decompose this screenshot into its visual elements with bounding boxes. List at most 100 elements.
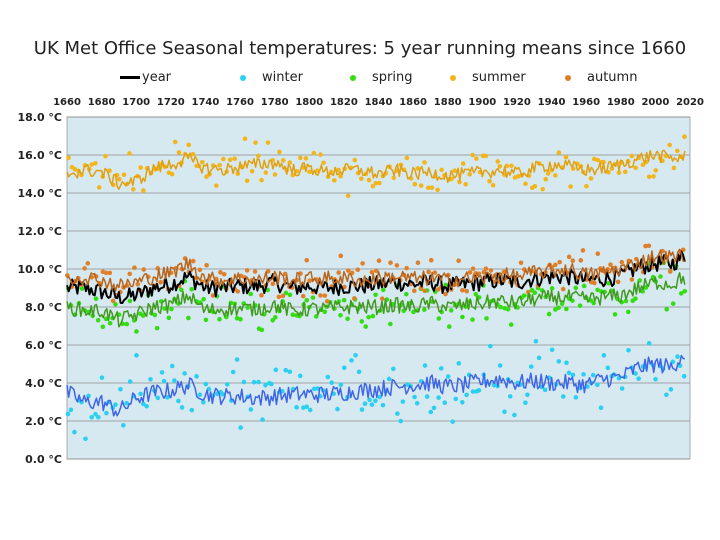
autumn-point: [608, 262, 613, 267]
winter-point: [422, 363, 428, 368]
spring-point: [606, 280, 611, 286]
winter-point: [362, 401, 368, 406]
y-tick-label: 4.0 °C: [25, 377, 62, 390]
chart-legend: year winter spring summer autumn: [120, 70, 700, 90]
autumn-point: [443, 291, 448, 297]
autumn-point: [204, 262, 209, 268]
winter-point: [287, 369, 293, 375]
autumn-point: [619, 259, 625, 265]
summer-point: [321, 160, 326, 166]
autumn-point: [280, 293, 286, 299]
autumn-point: [355, 267, 361, 273]
year-line: [66, 250, 686, 304]
winter-point: [556, 359, 562, 364]
summer-point: [373, 180, 379, 186]
summer-point: [497, 163, 503, 169]
winter-point: [445, 374, 451, 379]
autumn-point: [276, 294, 282, 300]
spring-point: [189, 286, 194, 292]
summer-point: [253, 140, 258, 145]
summer-point: [463, 181, 469, 187]
summer-point: [227, 157, 233, 162]
autumn-point: [415, 260, 421, 266]
summer-point: [186, 142, 192, 148]
spring-point: [595, 287, 600, 293]
autumn-point: [158, 279, 163, 285]
winter-point: [570, 372, 576, 378]
spring-point: [245, 305, 250, 310]
summer-point: [141, 188, 146, 193]
winter-point: [118, 386, 123, 392]
summer-point: [66, 155, 71, 161]
spring-point: [95, 317, 101, 323]
summer-point: [96, 185, 102, 190]
summer-point: [467, 172, 473, 177]
autumn-point: [470, 266, 476, 272]
spring-point: [521, 293, 527, 298]
autumn-point: [394, 263, 400, 268]
spring-point: [470, 317, 475, 322]
spring-point: [290, 312, 296, 318]
spring-point: [186, 315, 191, 321]
spring-point: [93, 296, 99, 301]
spring-point: [549, 286, 555, 291]
summer-point: [418, 183, 424, 188]
summer-point: [563, 154, 569, 160]
winter-point: [234, 357, 240, 362]
summer-point: [470, 152, 475, 158]
summer-point: [640, 162, 646, 168]
autumn-point: [432, 270, 438, 275]
spring-point: [345, 316, 350, 322]
winter-point: [353, 352, 358, 358]
autumn-point: [592, 280, 597, 286]
winter-point: [197, 392, 203, 398]
winter-point: [450, 419, 456, 424]
winter-point: [104, 410, 109, 416]
summer-point: [633, 165, 638, 171]
summer-point: [553, 173, 558, 178]
winter-point: [502, 409, 507, 415]
spring-point: [422, 307, 427, 312]
spring-point: [313, 314, 319, 319]
spring-point: [505, 306, 511, 312]
winter-point: [304, 404, 310, 409]
winter-point: [155, 395, 161, 401]
y-tick-label: 14.0 °C: [17, 187, 62, 200]
legend-item-year: year: [120, 70, 171, 85]
autumn-point: [318, 293, 323, 298]
summer-point: [646, 174, 652, 180]
y-tick-label: 8.0 °C: [25, 301, 62, 314]
autumn-point: [127, 271, 133, 277]
winter-point: [169, 363, 175, 369]
autumn-point: [388, 260, 393, 266]
legend-label: winter: [262, 70, 303, 85]
autumn-point: [259, 292, 264, 298]
spring-point: [248, 291, 253, 297]
spring-point: [373, 292, 378, 298]
summer-point: [584, 183, 589, 189]
spring-point: [322, 309, 328, 315]
winter-point: [369, 402, 375, 407]
summer-point: [422, 160, 427, 165]
winter-point: [605, 365, 611, 371]
winter-point: [273, 367, 279, 373]
winter-point: [263, 382, 268, 388]
winter-point: [442, 400, 448, 406]
winter-point: [93, 411, 98, 417]
winter-point: [325, 374, 331, 380]
autumn-point: [300, 293, 306, 299]
spring-point: [238, 316, 243, 322]
spring-point: [403, 291, 409, 297]
spring-point: [498, 304, 503, 310]
autumn-point: [324, 299, 330, 304]
winter-point: [566, 370, 572, 376]
winter-point: [134, 353, 139, 358]
y-tick-label: 6.0 °C: [25, 339, 62, 352]
summer-point: [290, 172, 296, 178]
winter-point: [144, 403, 149, 409]
summer-point: [336, 167, 341, 173]
spring-point: [436, 316, 442, 321]
autumn-point: [218, 270, 223, 275]
x-tick-label: 1960: [572, 97, 600, 108]
spring-point: [100, 324, 106, 330]
